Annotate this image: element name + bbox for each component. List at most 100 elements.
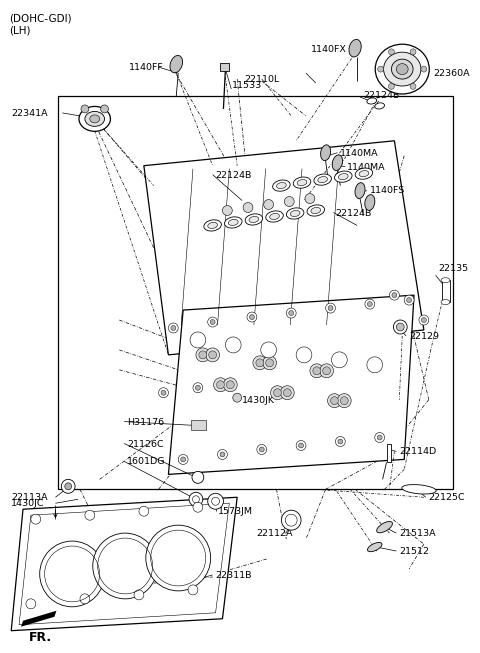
Ellipse shape — [249, 216, 259, 223]
Polygon shape — [11, 498, 237, 631]
Circle shape — [263, 356, 276, 370]
Circle shape — [193, 502, 203, 512]
Text: 22110L: 22110L — [244, 75, 279, 84]
Circle shape — [375, 432, 384, 443]
Circle shape — [208, 493, 223, 509]
Circle shape — [193, 383, 203, 392]
Circle shape — [250, 315, 254, 319]
Circle shape — [320, 364, 334, 378]
Circle shape — [407, 298, 411, 302]
Circle shape — [192, 471, 204, 483]
Ellipse shape — [311, 208, 321, 214]
Ellipse shape — [79, 106, 110, 131]
Ellipse shape — [402, 485, 436, 494]
Text: 1140MA: 1140MA — [347, 163, 386, 172]
Text: 21512: 21512 — [399, 547, 429, 556]
Ellipse shape — [293, 177, 311, 188]
Circle shape — [101, 105, 108, 113]
Ellipse shape — [297, 180, 307, 185]
Ellipse shape — [368, 543, 382, 552]
Ellipse shape — [355, 168, 372, 180]
Ellipse shape — [359, 170, 369, 177]
Circle shape — [299, 443, 303, 448]
Circle shape — [81, 105, 89, 113]
Bar — [191, 420, 206, 430]
Circle shape — [296, 347, 312, 363]
Ellipse shape — [225, 217, 242, 228]
Ellipse shape — [273, 180, 290, 191]
Ellipse shape — [332, 155, 343, 170]
Ellipse shape — [270, 214, 279, 219]
Ellipse shape — [85, 112, 105, 126]
Circle shape — [394, 320, 407, 334]
Circle shape — [310, 364, 324, 378]
Text: 22125C: 22125C — [429, 493, 466, 502]
Circle shape — [195, 385, 200, 390]
Circle shape — [305, 193, 315, 204]
Polygon shape — [144, 141, 424, 355]
Ellipse shape — [287, 208, 304, 219]
Bar — [219, 63, 229, 71]
Ellipse shape — [90, 115, 100, 123]
Ellipse shape — [375, 44, 429, 94]
Circle shape — [421, 317, 426, 323]
Circle shape — [285, 514, 297, 526]
Text: 1140FX: 1140FX — [311, 45, 347, 54]
Text: 1430JC: 1430JC — [11, 500, 45, 508]
Circle shape — [243, 202, 253, 212]
Circle shape — [410, 84, 416, 89]
Circle shape — [280, 386, 294, 400]
Circle shape — [247, 312, 257, 322]
Circle shape — [421, 66, 427, 72]
Text: 1140FS: 1140FS — [370, 185, 405, 195]
Ellipse shape — [266, 211, 283, 222]
Circle shape — [65, 483, 72, 490]
Circle shape — [338, 439, 343, 444]
Circle shape — [31, 514, 41, 524]
Text: 22112A: 22112A — [256, 529, 293, 538]
Circle shape — [192, 496, 199, 503]
Circle shape — [134, 590, 144, 600]
Circle shape — [261, 342, 276, 358]
Circle shape — [210, 319, 215, 325]
Circle shape — [253, 356, 267, 370]
Circle shape — [340, 397, 348, 405]
Bar — [442, 280, 450, 302]
Circle shape — [404, 295, 414, 305]
Circle shape — [214, 378, 228, 392]
Polygon shape — [21, 611, 57, 627]
Text: 11533: 11533 — [232, 81, 263, 90]
Circle shape — [256, 359, 264, 367]
Text: 22311B: 22311B — [216, 571, 252, 580]
Circle shape — [378, 66, 384, 72]
Circle shape — [171, 325, 176, 330]
Circle shape — [227, 381, 234, 389]
Circle shape — [388, 49, 395, 55]
Circle shape — [377, 435, 382, 440]
Circle shape — [367, 302, 372, 307]
Circle shape — [328, 306, 333, 311]
Text: H31176: H31176 — [127, 418, 164, 426]
Ellipse shape — [365, 195, 375, 210]
Text: 21126C: 21126C — [127, 439, 164, 449]
Text: (DOHC-GDI): (DOHC-GDI) — [9, 13, 72, 24]
Text: FR.: FR. — [29, 631, 52, 644]
Circle shape — [220, 452, 225, 457]
Circle shape — [389, 290, 399, 300]
Text: 1573JM: 1573JM — [217, 507, 252, 517]
Text: 1140MA: 1140MA — [340, 149, 379, 158]
Circle shape — [161, 390, 166, 395]
Circle shape — [188, 585, 198, 595]
Text: 22114D: 22114D — [399, 447, 436, 456]
Ellipse shape — [318, 176, 327, 183]
Bar — [386, 445, 391, 462]
Circle shape — [283, 389, 291, 397]
Ellipse shape — [441, 300, 450, 304]
Text: 22113A: 22113A — [11, 493, 48, 502]
Ellipse shape — [377, 522, 393, 533]
Circle shape — [80, 594, 90, 604]
Ellipse shape — [321, 145, 331, 161]
Circle shape — [284, 197, 294, 206]
Circle shape — [217, 449, 228, 460]
Circle shape — [93, 533, 157, 599]
